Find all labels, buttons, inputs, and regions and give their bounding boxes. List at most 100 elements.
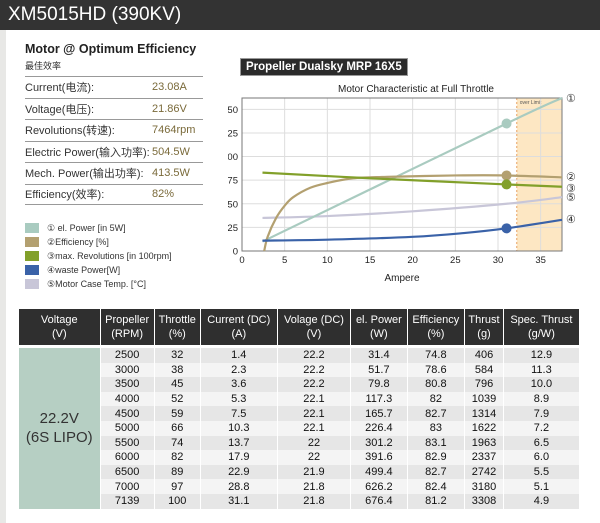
header-unit: (%) [168,328,186,340]
table-cell: 89 [154,464,200,480]
column-header: Throttle (%) [154,309,200,345]
table-cell: 3.6 [200,377,277,392]
x-tick-label: 5 [282,255,287,266]
over-limit-label: over Limit [520,100,542,106]
series-marker-label: ① [566,93,576,105]
header-unit: (V) [51,328,67,340]
table-cell: 78.6 [407,362,465,378]
table-cell: 22.1 [277,420,351,436]
legend-item: ②Efficiency [%] [25,235,203,249]
table-cell: 66 [154,420,200,436]
table-cell: 79.8 [351,377,407,392]
spec-value: 21.86V [152,102,187,115]
table-cell: 10.3 [200,420,277,436]
header-unit: (A) [231,328,247,340]
table-cell: 5.1 [503,479,579,494]
table-cell: 82 [154,450,200,465]
table-cell: 12.9 [503,348,579,363]
table-cell: 2742 [465,464,503,480]
spec-value: 7464rpm [152,124,196,137]
table-cell: 4000 [100,391,154,407]
table-cell: 165.7 [351,406,407,421]
table-cell: 6.5 [503,435,579,451]
table-cell: 4.9 [503,493,579,509]
legend-item: ⑤Motor Case Temp. [°C] [25,277,203,291]
table-cell: 21.8 [277,493,351,509]
y-tick-label: 50 [228,199,238,210]
series-marker-label: ③ [566,183,576,195]
table-cell: 81.2 [407,493,465,509]
table-cell: 406 [465,348,503,363]
legend-item: ① el. Power [in 5W] [25,221,203,235]
table-cell: 17.9 [200,450,277,465]
header-line: Propeller [105,314,150,326]
table-cell: 3000 [100,362,154,378]
spec-label: Current(电流): [25,82,95,95]
header-line: Thrust [468,314,500,326]
series-point [501,223,512,234]
chart-title: Motor Characteristic at Full Throttle [338,84,494,95]
table-cell: 6.0 [503,450,579,465]
series-point [501,118,512,129]
table-row: 4500 59 7.5 22.1 165.7 82.7 1314 7.9 [19,406,579,421]
table-cell: 1039 [465,391,503,407]
table-cell: 82.7 [407,464,465,480]
table-cell: 82.9 [407,450,465,465]
legend-swatch [25,237,39,247]
table-cell: 7.5 [200,406,277,421]
table-cell: 391.6 [351,450,407,465]
table-cell: 117.3 [351,391,407,407]
table-cell: 59 [154,406,200,421]
spec-label: Revolutions(转速): [25,125,115,138]
table-cell: 499.4 [351,464,407,480]
voltage-cell: 22.2V (6S LIPO) [19,348,100,509]
table-cell: 301.2 [351,435,407,451]
column-header: Efficiency (%) [407,309,465,345]
y-tick-label: 0 [233,247,238,258]
table-cell: 32 [154,348,200,363]
table-cell: 83.1 [407,435,465,451]
header-unit: (%) [427,328,445,340]
x-tick-label: 35 [535,255,546,266]
table-cell: 52 [154,391,200,407]
table-cell: 6000 [100,450,154,465]
y-tick-label: 25 [228,223,238,234]
x-tick-label: 10 [322,255,333,266]
legend-label: ④waste Power[W] [47,264,121,275]
x-tick-label: 30 [493,255,504,266]
table-cell: 226.4 [351,420,407,436]
table-cell: 7139 [100,493,154,509]
table-row: 3500 45 3.6 22.2 79.8 80.8 796 10.0 [19,377,579,392]
table-cell: 7.9 [503,406,579,421]
table-cell: 45 [154,377,200,392]
x-tick-label: 20 [407,255,418,266]
voltage-value: 22.2V [39,410,79,428]
table-cell: 3180 [465,479,503,494]
table-cell: 13.7 [200,435,277,451]
optimum-efficiency-panel: Motor @ Optimum Efficiency 最佳效率 Current(… [25,42,203,291]
table-cell: 83 [407,420,465,436]
table-cell: 21.8 [277,479,351,494]
table-cell: 21.9 [277,464,351,480]
table-cell: 3308 [465,493,503,509]
table-row: 5000 66 10.3 22.1 226.4 83 1622 7.2 [19,420,579,436]
legend-swatch [25,223,39,233]
table-cell: 8.9 [503,391,579,407]
y-tick-label: 75 [228,176,238,187]
series-line [263,174,563,252]
propeller-label: Propeller Dualsky MRP 16X5 [240,58,408,76]
spec-label: Voltage(电压): [25,103,95,116]
series-line [262,171,563,188]
column-header: Current (DC) (A) [200,309,277,345]
table-cell: 11.3 [503,362,579,378]
table-cell: 31.4 [351,348,407,363]
header-unit: (V) [306,328,322,340]
table-row: 3000 38 2.3 22.2 51.7 78.6 584 11.3 [19,362,579,378]
spec-value: 23.08A [152,81,187,94]
series-marker-label: ⑤ [566,192,576,204]
table-cell: 38 [154,362,200,378]
table-cell: 5500 [100,435,154,451]
table-row: 4000 52 5.3 22.1 117.3 82 1039 8.9 [19,391,579,407]
header-unit: (g/W) [527,328,555,340]
motor-characteristic-chart: Motor Characteristic at Full Throttle ove… [228,84,576,284]
